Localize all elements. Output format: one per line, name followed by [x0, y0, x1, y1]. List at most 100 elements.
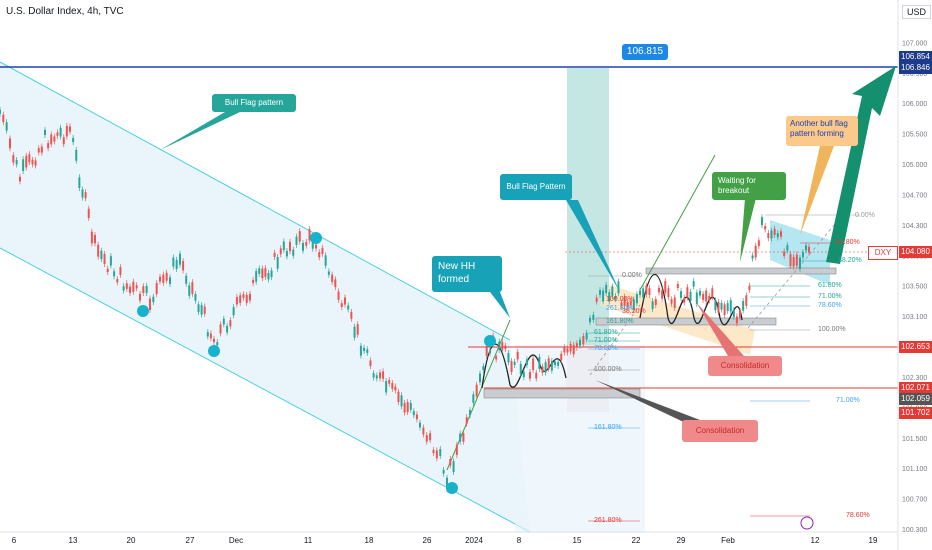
currency-label[interactable]: USD	[902, 5, 932, 19]
candle-body	[689, 291, 692, 301]
candle-body	[717, 301, 720, 313]
candle-body	[465, 417, 468, 424]
annotation-bull-flag-1: Bull Flag pattern	[212, 94, 296, 112]
candle-body	[200, 305, 203, 315]
price-label-102071: 102.071	[899, 382, 932, 394]
x-tick-label: Feb	[721, 536, 735, 545]
x-tick-label: 6	[12, 536, 17, 545]
candle-body	[159, 276, 161, 282]
candle-body	[802, 252, 804, 258]
candle-body	[334, 279, 337, 288]
candle-body	[439, 449, 442, 456]
candle-body	[425, 435, 428, 442]
candle-body	[194, 294, 197, 301]
candle-body	[388, 379, 391, 384]
candle-body	[711, 288, 714, 298]
candle-body	[267, 272, 270, 280]
candle-body	[569, 344, 572, 352]
y-tick-label: 102.300	[902, 375, 927, 382]
candle-body	[302, 243, 304, 251]
candle-body	[572, 345, 575, 355]
fib-label: 78.60%	[846, 512, 870, 519]
y-tick-label: 104.700	[902, 192, 927, 199]
fib-label: 100.00%	[606, 296, 634, 303]
candle-body	[614, 296, 617, 300]
candle-body	[75, 150, 78, 161]
fib-label: 261.80%	[606, 305, 634, 312]
candle-body	[116, 279, 119, 283]
x-tick-label: 27	[186, 536, 195, 545]
candle-body	[197, 304, 200, 312]
candle-body	[372, 373, 375, 378]
candle-body	[432, 449, 435, 454]
candle-body	[560, 353, 563, 361]
candle-body	[179, 253, 181, 265]
candle-body	[366, 349, 369, 353]
candle-body	[385, 380, 388, 393]
candle-body	[446, 477, 448, 490]
candle-body	[298, 231, 301, 242]
candle-body	[732, 310, 735, 318]
candle-body	[739, 310, 741, 318]
candle-body	[513, 361, 516, 365]
fib-label: 71.00%	[594, 337, 618, 344]
candle-body	[81, 189, 84, 198]
candle-body	[799, 257, 801, 269]
candle-body	[639, 290, 641, 295]
candle-body	[28, 154, 31, 163]
candle-body	[702, 293, 705, 300]
candle-body	[651, 301, 654, 309]
candle-body	[239, 295, 242, 303]
candle-body	[605, 284, 608, 294]
fib-label: 261.80%	[594, 517, 622, 524]
candle-body	[705, 290, 708, 302]
candle-body	[422, 427, 425, 435]
candle-body	[353, 326, 356, 338]
candle-body	[620, 302, 623, 306]
candle-body	[191, 282, 194, 294]
candle-body	[203, 306, 206, 314]
candle-body	[805, 245, 807, 251]
candle-body	[78, 177, 81, 189]
candle-body	[406, 402, 409, 413]
candle-body	[748, 285, 751, 290]
candle-body	[318, 252, 321, 258]
candle-body	[87, 208, 90, 218]
candle-body	[442, 469, 445, 474]
candle-body	[554, 361, 556, 366]
candle-body	[255, 271, 258, 282]
y-tick-label: 100.700	[902, 497, 927, 504]
candle-body	[776, 233, 779, 238]
candle-body	[720, 302, 723, 310]
candle-body	[566, 348, 569, 353]
candle-body	[375, 375, 378, 379]
candle-body	[617, 281, 620, 294]
candle-body	[789, 254, 792, 266]
candle-body	[139, 293, 141, 301]
y-tick-label: 100.300	[902, 527, 927, 534]
candle-body	[84, 192, 87, 199]
candle-body	[623, 296, 626, 306]
candle-body	[642, 288, 645, 298]
candle-body	[106, 268, 109, 273]
price-label-106846: 106.846	[899, 62, 932, 74]
candle-body	[5, 122, 8, 131]
candle-body	[40, 146, 43, 153]
candle-body	[315, 244, 317, 249]
candle-body	[661, 290, 664, 299]
candle-body	[0, 109, 1, 114]
symbol-label: DXY	[868, 246, 898, 260]
candle-body	[229, 320, 232, 327]
candle-body	[770, 230, 773, 239]
candle-body	[169, 277, 171, 285]
candle-body	[219, 324, 222, 334]
candle-body	[550, 360, 553, 371]
candle-body	[285, 250, 288, 257]
annotation-waiting-breakout: Waiting for breakout	[712, 172, 786, 200]
candle-body	[507, 353, 510, 363]
price-label-106854: 106.854	[899, 51, 932, 63]
candle-body	[632, 299, 635, 310]
candle-body	[264, 268, 267, 277]
